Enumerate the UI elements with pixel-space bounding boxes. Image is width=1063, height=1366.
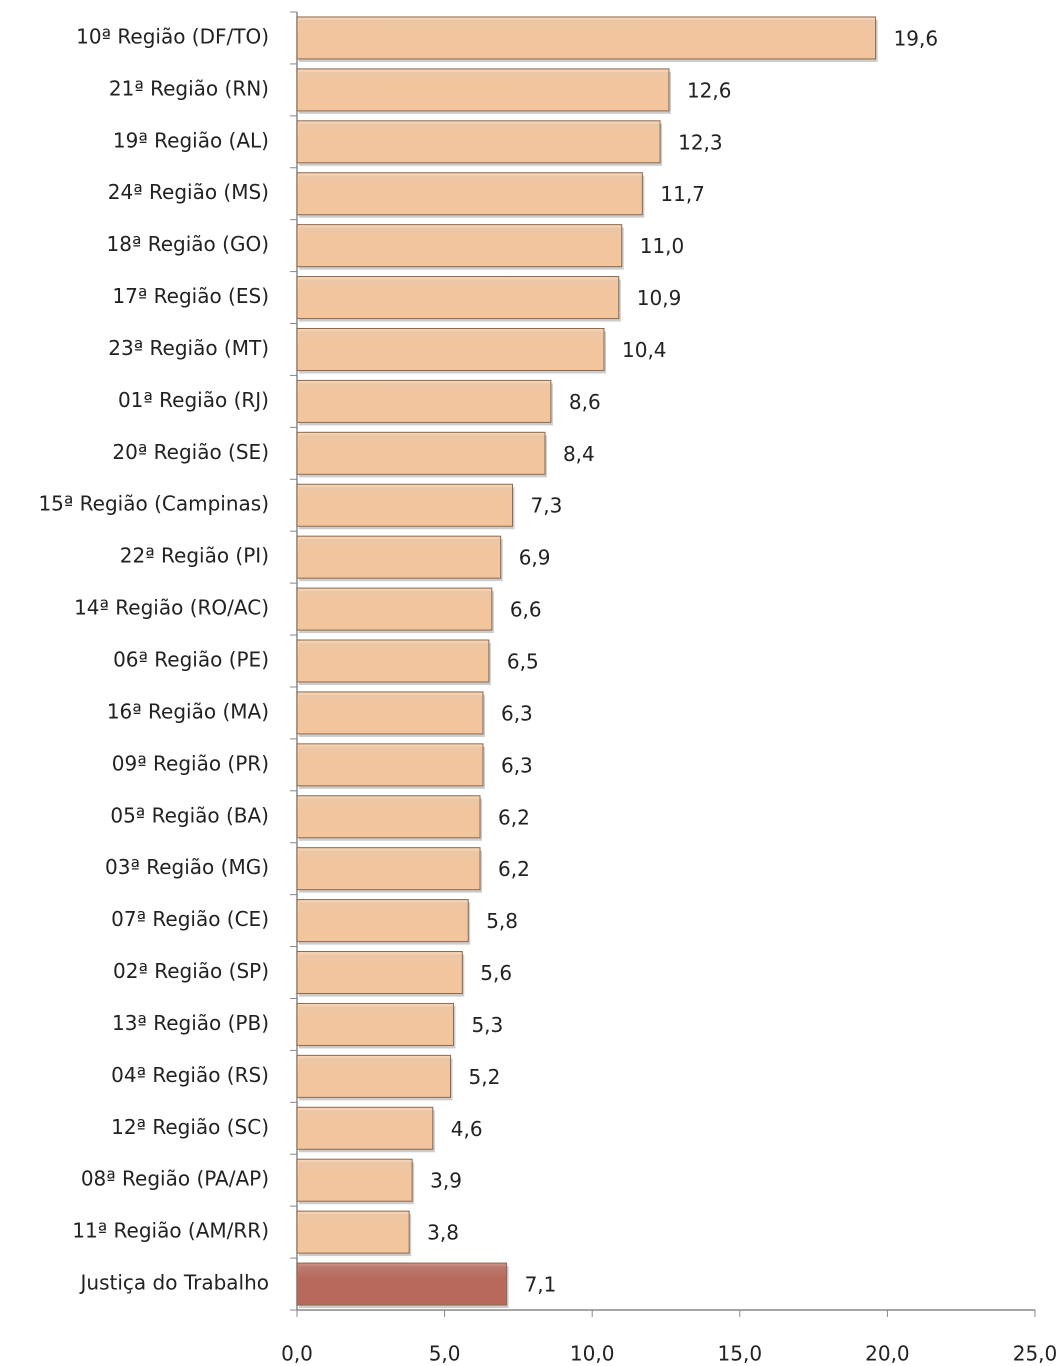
y-tick-label: 23ª Região (MT) [108,336,269,360]
y-tick-label: 24ª Região (MS) [108,180,269,204]
bar [296,276,620,320]
value-label: 3,8 [427,1221,459,1245]
value-label: 6,9 [519,546,551,570]
y-tick-label: 13ª Região (PB) [112,1011,269,1035]
value-label: 6,6 [510,598,542,622]
value-label: 12,6 [687,78,732,102]
bar [296,743,484,787]
y-tick-label: 06ª Região (PE) [113,648,269,672]
y-tick-label: 16ª Região (MA) [107,699,269,723]
value-label: 10,9 [637,286,682,310]
y-tick-label: 15ª Região (Campinas) [38,492,269,516]
bar [296,795,481,839]
y-tick-label: 05ª Região (BA) [110,803,269,827]
y-tick-label: 04ª Região (RS) [111,1063,269,1087]
value-label: 6,2 [498,805,530,829]
y-tick-label: 20ª Região (SE) [112,440,269,464]
value-label: 8,6 [569,390,601,414]
bar [296,68,670,112]
value-label: 6,3 [501,701,533,725]
value-label: 5,2 [469,1065,501,1089]
bar [296,483,513,527]
value-label: 7,3 [530,494,562,518]
bar [296,16,877,60]
y-tick-label: 19ª Região (AL) [113,128,269,152]
bar [296,379,552,423]
value-label: 19,6 [894,26,939,50]
value-label: 6,3 [501,753,533,777]
y-tick-label: 01ª Região (RJ) [118,388,269,412]
x-tick-label: 15,0 [718,1342,763,1366]
bar [296,951,463,995]
bar [296,639,490,683]
bar [296,587,493,631]
bar [296,899,469,943]
value-label: 5,8 [486,909,518,933]
x-tick-label: 5,0 [429,1342,461,1366]
value-label: 5,6 [480,961,512,985]
bar [296,1262,508,1306]
bar [296,847,481,891]
y-tick-label: 22ª Região (PI) [120,544,269,568]
x-tick-label: 25,0 [1013,1342,1058,1366]
y-tick-label: 02ª Região (SP) [113,959,269,983]
y-tick-label: 21ª Região (RN) [109,76,269,100]
bar [296,1158,413,1202]
bar [296,691,484,735]
value-label: 6,2 [498,857,530,881]
value-label: 5,3 [471,1013,503,1037]
y-tick-label: Justiça do Trabalho [79,1271,269,1295]
value-label: 4,6 [451,1117,483,1141]
y-tick-label: 09ª Região (PR) [112,751,269,775]
bar [296,1210,410,1254]
bar [296,535,502,579]
y-tick-label: 08ª Região (PA/AP) [81,1167,269,1191]
bar [296,431,546,475]
y-tick-label: 07ª Região (CE) [111,907,269,931]
y-tick-label: 03ª Região (MG) [105,855,269,879]
value-label: 11,0 [640,234,685,258]
value-label: 7,1 [525,1273,557,1297]
y-tick-label: 17ª Região (ES) [112,284,269,308]
value-label: 11,7 [660,182,705,206]
value-label: 6,5 [507,650,539,674]
y-tick-label: 14ª Região (RO/AC) [74,596,269,620]
value-label: 8,4 [563,442,595,466]
x-tick-label: 0,0 [281,1342,313,1366]
y-tick-label: 10ª Região (DF/TO) [76,24,269,48]
value-label: 3,9 [430,1169,462,1193]
x-tick-label: 10,0 [570,1342,615,1366]
y-tick-label: 11ª Região (AM/RR) [72,1219,269,1243]
value-label: 12,3 [678,130,723,154]
y-tick-label: 12ª Região (SC) [111,1115,269,1139]
bar [296,172,643,216]
bar [296,1106,434,1150]
y-tick-label: 18ª Região (GO) [107,232,269,256]
value-label: 10,4 [622,338,667,362]
bar [296,224,623,268]
bar [296,327,605,371]
bar [296,120,661,164]
bar [296,1002,454,1046]
bar [296,1054,452,1098]
x-tick-label: 20,0 [865,1342,910,1366]
